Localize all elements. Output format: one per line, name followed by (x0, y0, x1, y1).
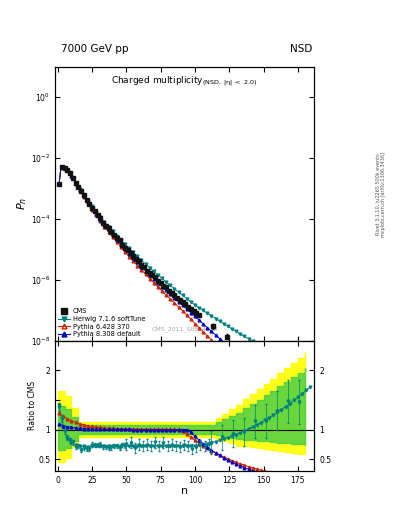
Text: NSD: NSD (290, 44, 312, 54)
Text: CMS_2011_S8884919: CMS_2011_S8884919 (151, 327, 218, 332)
Legend: CMS, Herwig 7.1.6 softTune, Pythia 6.428 370, Pythia 8.308 default: CMS, Herwig 7.1.6 softTune, Pythia 6.428… (58, 308, 145, 337)
Text: 7000 GeV pp: 7000 GeV pp (61, 44, 129, 54)
X-axis label: n: n (181, 486, 188, 496)
Text: Rivet 3.1.10, \u2265 500k events: Rivet 3.1.10, \u2265 500k events (376, 154, 381, 236)
Text: Charged multiplicity$\mathregular{_{(NSD,\ |\eta|\ <\ 2.0)}}$: Charged multiplicity$\mathregular{_{(NSD… (112, 75, 258, 89)
Y-axis label: Ratio to CMS: Ratio to CMS (28, 381, 37, 431)
Y-axis label: $P_n$: $P_n$ (16, 197, 29, 210)
Text: mcplots.cern.ch [arXiv:1306.3436]: mcplots.cern.ch [arXiv:1306.3436] (381, 152, 386, 237)
